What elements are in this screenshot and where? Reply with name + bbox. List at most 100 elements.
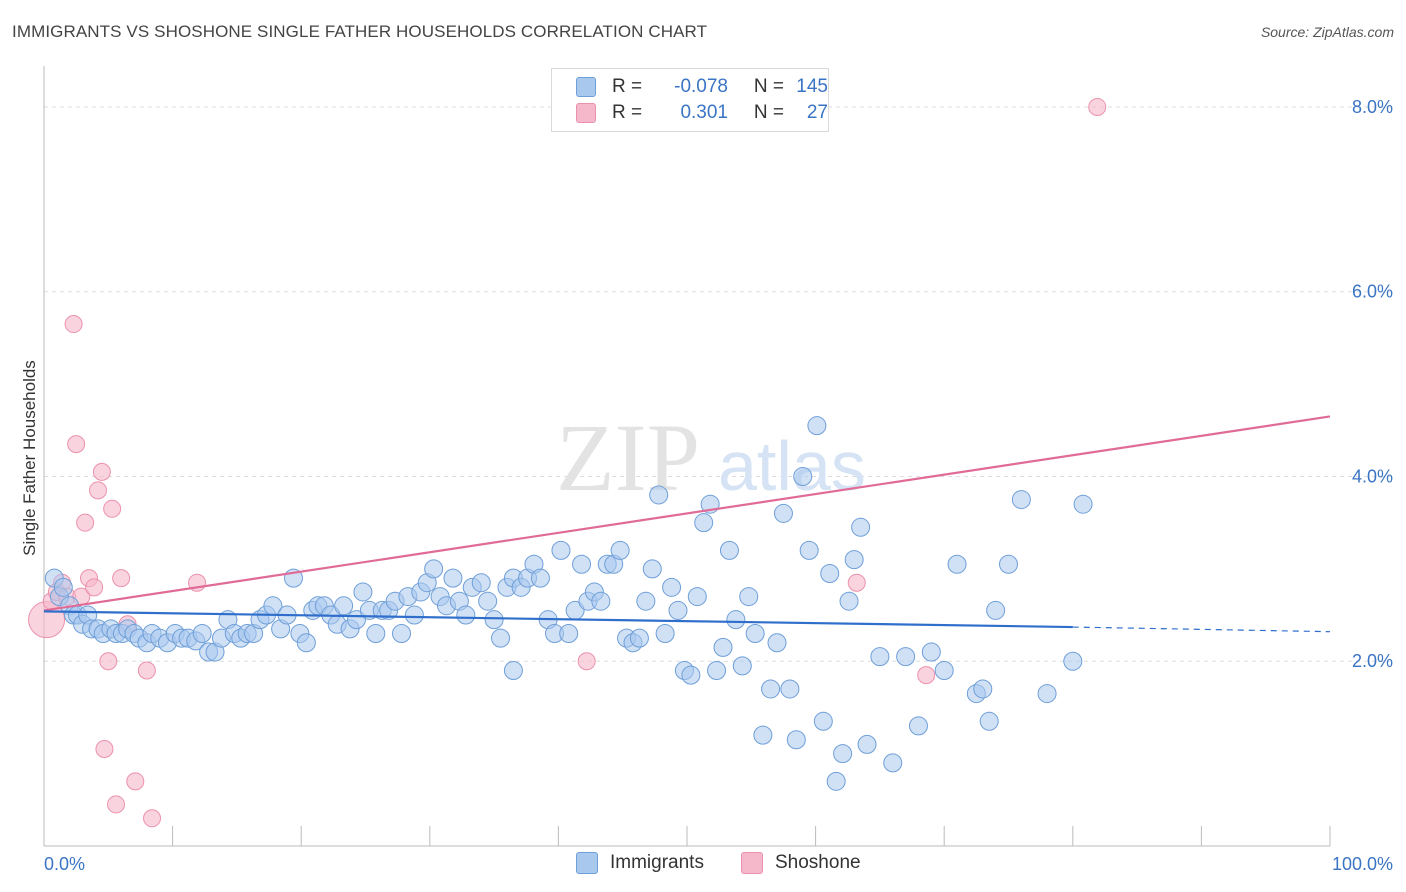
immigrants-point [839,591,859,611]
immigrants-point [491,628,511,648]
shoshone-trend-line [43,415,1331,612]
shoshone-point [64,315,83,334]
immigrants-point [999,554,1018,574]
y-axis-title: Single Father Households [20,360,39,556]
immigrants-point [844,550,864,570]
legend-shoshone-swatch [741,852,763,874]
immigrants-point [192,624,212,644]
immigrants-point [761,679,781,699]
y-tick-label: 6.0% [1352,282,1393,302]
immigrants-point [820,563,840,583]
immigrants-point [694,513,714,533]
stats-legend: R = -0.078 N = 145 R = 0.301 N = 27 [551,68,829,132]
shoshone-point [847,573,866,592]
immigrants-point [799,540,819,560]
immigrants-point [1011,490,1031,510]
immigrants-point [649,485,669,505]
immigrants-point [353,582,373,602]
shoshone-point [112,569,131,588]
shoshone-point [137,661,156,680]
immigrants-n-value: 145 [796,76,828,97]
immigrants-r-label: R = [612,76,643,97]
immigrants-point [443,568,463,588]
x-tick-label-start: 0.0% [44,854,85,874]
immigrants-point [826,771,846,791]
shoshone-r-value: 0.301 [680,102,728,123]
stats-row-shoshone: R = 0.301 N = 27 [576,101,828,125]
immigrants-point [739,587,759,607]
immigrants-points [44,416,1093,791]
immigrants-point [334,596,354,616]
immigrants-point [793,466,813,486]
immigrants-point [296,633,316,653]
immigrants-point [857,734,877,754]
immigrants-point [973,679,993,699]
immigrants-point [883,753,903,773]
axes [43,66,1331,847]
immigrants-point [947,554,967,574]
immigrants-point [471,573,491,593]
immigrants-point [559,624,579,644]
shoshone-point [99,652,118,671]
legend-shoshone-label: Shoshone [775,852,861,873]
immigrants-n-label: N = [753,76,784,97]
immigrants-point [655,624,675,644]
shoshone-point [107,795,126,814]
immigrants-point [530,568,550,588]
immigrants-point [551,540,571,560]
immigrants-point [1073,494,1093,514]
immigrants-point [707,660,727,680]
immigrants-point [870,647,890,667]
y-tick-label: 2.0% [1352,651,1393,671]
immigrants-point [681,665,701,685]
trend-lines [43,415,1331,633]
immigrants-point [1063,651,1083,671]
immigrants-point [813,711,833,731]
shoshone-point [917,666,936,685]
shoshone-point [143,809,162,828]
immigrants-point [1037,684,1057,704]
watermark: ZIP atlas [556,404,866,511]
immigrants-point [732,656,752,676]
shoshone-n-label: N = [753,102,784,123]
series-legend: Immigrants Shoshone [0,850,1406,878]
shoshone-point [89,481,108,500]
shoshone-n-value: 27 [806,102,828,123]
shoshone-point [92,462,111,481]
chart-title: IMMIGRANTS VS SHOSHONE SINGLE FATHER HOU… [12,22,708,41]
immigrants-point [896,647,916,667]
legend-item-shoshone: Shoshone [741,852,861,874]
shoshone-point [85,578,104,597]
shoshone-points [28,97,1107,828]
immigrants-point [767,633,787,653]
tick-labels: 2.0% 4.0% 6.0% 8.0% 0.0% 100.0% Single Father … [20,97,1393,874]
immigrants-point [986,600,1006,620]
immigrants-point [404,605,424,625]
immigrants-point [807,416,827,436]
shoshone-point [1088,97,1107,116]
immigrants-point [851,517,871,537]
shoshone-point [67,435,86,454]
immigrants-point [908,716,928,736]
shoshone-point [76,513,95,532]
immigrants-point [713,637,733,657]
immigrants-point [780,679,800,699]
immigrants-point [745,624,765,644]
immigrants-r-value: -0.078 [674,76,728,97]
legend-immigrants-label: Immigrants [610,852,704,873]
immigrants-point [53,577,73,597]
immigrants-point [642,559,662,579]
immigrants-point [456,605,476,625]
immigrants-point [833,744,853,764]
immigrants-point [503,660,523,680]
immigrants-point [629,628,649,648]
y-tick-label: 4.0% [1352,466,1393,486]
immigrants-point [484,610,504,630]
immigrants-trend-extension [1072,626,1331,633]
shoshone-swatch [576,103,596,123]
immigrants-point [786,730,806,750]
immigrants-point [668,600,688,620]
watermark-atlas: atlas [718,427,866,505]
immigrants-point [610,540,630,560]
